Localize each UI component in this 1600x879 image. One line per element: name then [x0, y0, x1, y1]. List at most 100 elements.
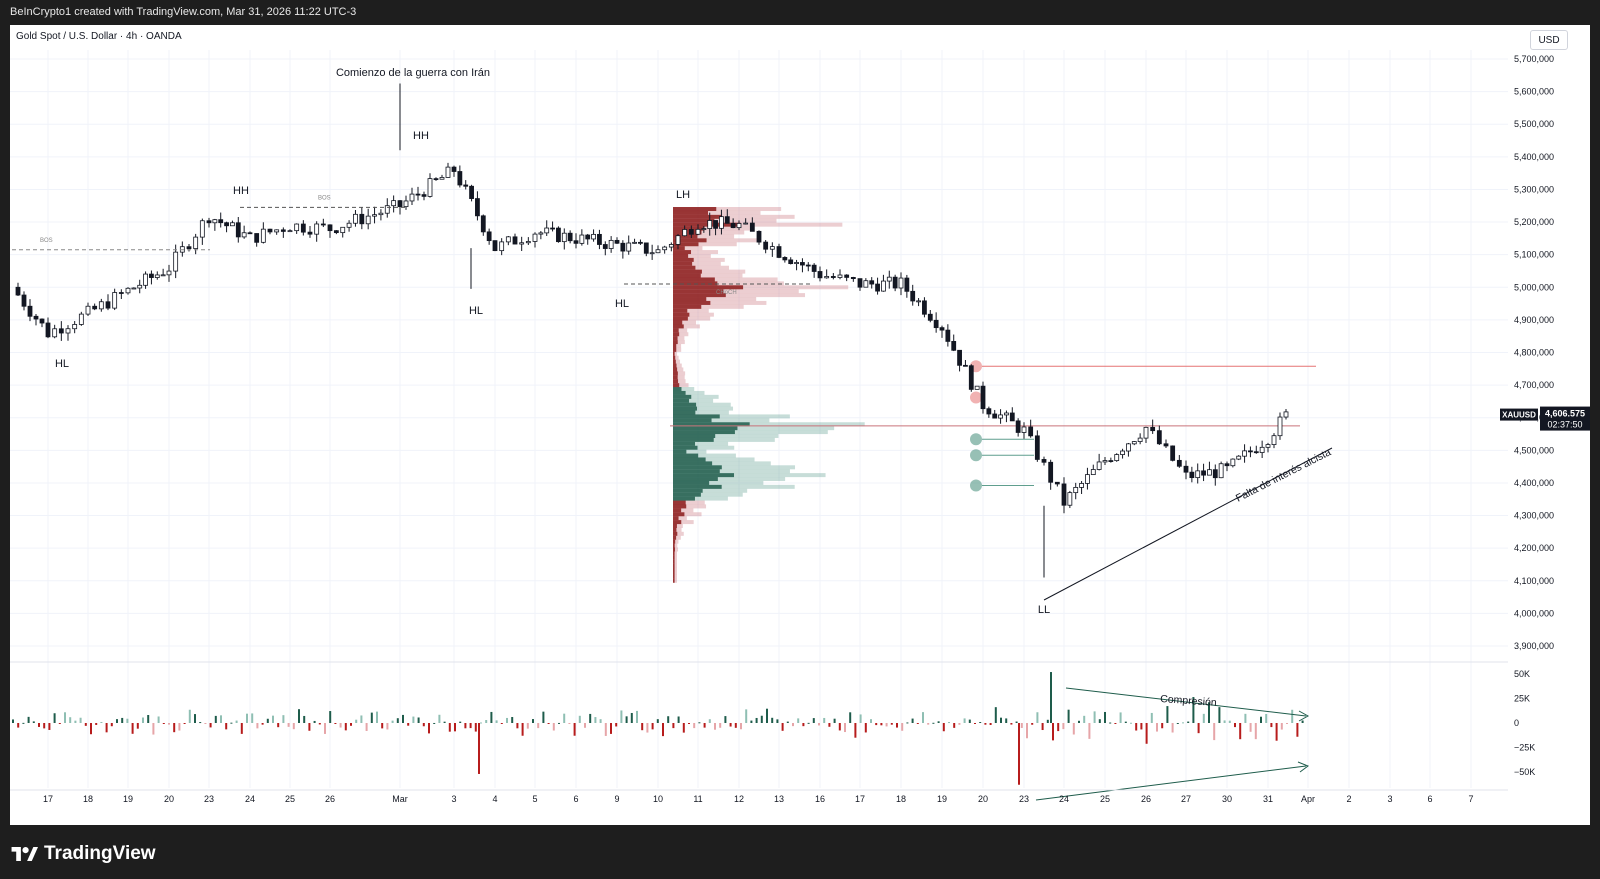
candle-body	[939, 327, 945, 331]
profile-bar	[673, 492, 743, 497]
profile-bar	[673, 281, 718, 286]
volume-delta-bar	[901, 723, 904, 731]
volume-delta-bar	[454, 723, 456, 732]
volume-delta-bar	[469, 723, 472, 729]
candle-body	[224, 222, 229, 227]
profile-bar	[673, 351, 675, 356]
symbol-tag-label: XAUUSD	[1502, 411, 1536, 420]
candle-body	[427, 178, 433, 197]
volume-delta-bar	[1156, 723, 1158, 732]
candle-body	[1061, 483, 1067, 506]
candle-body	[475, 198, 480, 217]
candle-body	[112, 292, 118, 309]
volume-delta-bar	[771, 717, 774, 723]
volume-delta-bar	[802, 723, 805, 727]
volume-delta-bar	[1062, 723, 1065, 730]
profile-bar	[673, 304, 744, 309]
candle-body	[1259, 446, 1265, 453]
candle-body	[579, 234, 585, 244]
candle-body	[817, 271, 823, 279]
candle-body	[397, 200, 403, 208]
volume-delta-bar	[1145, 723, 1148, 744]
volume-delta-bar	[968, 719, 971, 723]
volume-delta-bars	[12, 672, 1304, 785]
candle-body	[1120, 450, 1125, 455]
volume-delta-bar	[183, 723, 186, 724]
volume-delta-bar	[688, 723, 690, 725]
volume-delta-bar	[662, 723, 664, 737]
candle-body	[776, 246, 782, 258]
profile-bar	[673, 539, 679, 544]
volume-delta-bar	[641, 723, 644, 731]
profile-bar	[673, 214, 722, 219]
volume-delta-bar	[745, 709, 748, 723]
profile-bar	[673, 355, 676, 360]
time-tick-label: 26	[325, 794, 335, 804]
profile-bar	[673, 484, 722, 489]
profile-bar	[673, 226, 752, 231]
time-tick-label: 20	[164, 794, 174, 804]
profile-bar	[673, 410, 729, 415]
price-tick-label: 3,900,000	[1514, 641, 1554, 651]
volume-delta-bar	[677, 716, 680, 723]
time-tick-label: 13	[774, 794, 784, 804]
candle-body	[544, 227, 550, 234]
candle-body	[837, 274, 843, 278]
volume-delta-bar	[17, 723, 20, 728]
time-tick-label: 12	[734, 794, 744, 804]
volume-delta-bar	[714, 723, 716, 730]
volume-delta-bar	[963, 718, 966, 723]
candle-body	[149, 273, 154, 278]
chart-panel[interactable]: Gold Spot / U.S. Dollar · 4h · OANDA	[10, 25, 1590, 825]
volume-delta-bar	[953, 723, 956, 728]
volume-delta-bar	[610, 723, 612, 734]
currency-button[interactable]: USD	[1530, 30, 1568, 50]
profile-bar	[673, 543, 678, 548]
volume-delta-bar	[1119, 712, 1122, 723]
candle-body	[591, 233, 596, 240]
volume-delta-bar	[1031, 723, 1034, 725]
volume-delta-bar	[178, 723, 181, 731]
candle-body	[682, 229, 688, 237]
candle-body	[1131, 441, 1137, 445]
time-tick-label: 11	[693, 794, 702, 804]
candles	[15, 83, 1289, 578]
volume-delta-bar	[433, 722, 436, 724]
volume-delta-bar	[485, 720, 488, 723]
profile-bar	[673, 293, 726, 298]
volume-annotation: Compresión	[1160, 693, 1217, 709]
profile-bar	[673, 488, 703, 493]
profile-bar	[673, 324, 684, 329]
volume-delta-bar	[823, 717, 826, 723]
candle-body	[300, 223, 306, 233]
profile-bar	[673, 527, 682, 532]
choch-label: CHoCH	[716, 290, 737, 296]
profile-bar	[673, 512, 702, 517]
volume-delta-bar	[896, 723, 898, 728]
candle-body	[1028, 426, 1034, 437]
volume-delta-bar	[1010, 723, 1013, 725]
candle-body	[451, 166, 457, 172]
volume-delta-bar	[391, 720, 394, 723]
candle-body	[98, 301, 104, 310]
profile-bar	[673, 300, 711, 305]
volume-delta-bar	[407, 723, 410, 726]
time-tick-label: 2	[1346, 794, 1351, 804]
profile-bar	[673, 426, 835, 431]
candle-body	[769, 246, 775, 250]
volume-delta-bar	[1036, 712, 1039, 723]
symbol-tag	[1500, 408, 1538, 421]
volume-delta-bar	[916, 723, 919, 724]
volume-delta-bar	[1208, 702, 1210, 723]
profile-bar	[673, 332, 680, 337]
candle-body	[597, 233, 602, 245]
candle-body	[904, 277, 910, 292]
candle-body	[21, 294, 27, 307]
volume-delta-bar	[386, 723, 389, 730]
profile-bar	[673, 504, 707, 509]
volume-delta-bar	[703, 723, 706, 728]
volume-delta-bar	[818, 723, 820, 726]
candle-body	[811, 264, 817, 272]
swing-label: HL	[615, 298, 629, 310]
